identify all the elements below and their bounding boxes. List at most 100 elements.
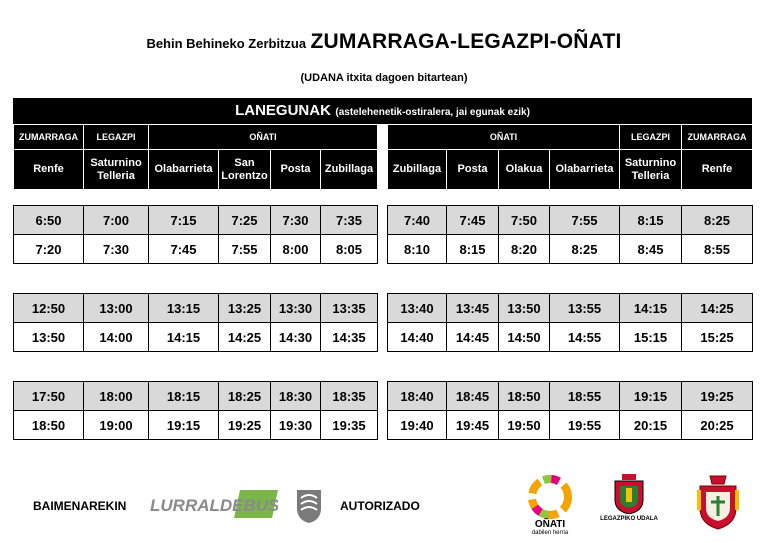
time-cell: 7:45: [148, 234, 219, 264]
time-cell: 12:50: [13, 293, 84, 323]
time-cell: 19:40: [387, 410, 447, 440]
time-cell: 7:35: [320, 205, 378, 235]
time-cell: 14:50: [498, 322, 550, 352]
onati-logo-text: OÑATI: [534, 519, 566, 530]
time-cell: 17:50: [13, 381, 84, 411]
stop-posta: Posta: [446, 149, 499, 190]
time-cell: 18:00: [83, 381, 149, 411]
time-cell: 18:15: [148, 381, 219, 411]
stop-posta: Posta: [270, 149, 321, 190]
town-legazpi: LEGAZPI: [83, 124, 149, 150]
stop-zubillaga: Zubillaga: [320, 149, 378, 190]
time-cell: 7:45: [446, 205, 499, 235]
time-cell: 13:35: [320, 293, 378, 323]
time-cell: 7:00: [83, 205, 149, 235]
time-cell: 6:50: [13, 205, 84, 235]
lurraldebus-wordmark: LURRALDEBUS: [150, 496, 278, 515]
time-cell: 14:55: [549, 322, 620, 352]
weekdays-bar: LANEGUNAK (astelehenetik-ostiralera, jai…: [13, 98, 752, 124]
time-cell: 7:20: [13, 234, 84, 264]
time-cell: 7:55: [218, 234, 271, 264]
time-cell: 8:00: [270, 234, 321, 264]
time-cell: 13:00: [83, 293, 149, 323]
time-cell: 20:15: [619, 410, 682, 440]
town-zumarraga: ZUMARRAGA: [681, 124, 753, 150]
weekdays-label: LANEGUNAK: [235, 102, 331, 119]
time-cell: 14:40: [387, 322, 447, 352]
time-cell: 14:25: [218, 322, 271, 352]
authorized-label-eu: BAIMENAREKIN: [33, 499, 127, 513]
stop-olabarrieta: Olabarrieta: [148, 149, 219, 190]
town-onati: OÑATI: [148, 124, 378, 150]
time-cell: 19:00: [83, 410, 149, 440]
time-cell: 8:20: [498, 234, 550, 264]
time-cell: 18:45: [446, 381, 499, 411]
time-cell: 7:15: [148, 205, 219, 235]
time-cell: 14:45: [446, 322, 499, 352]
stop-olakua: Olakua: [498, 149, 550, 190]
time-cell: 13:30: [270, 293, 321, 323]
time-cell: 8:25: [549, 234, 620, 264]
time-cell: 18:55: [549, 381, 620, 411]
stop-saturnino-telleria: Saturnino Telleria: [619, 149, 682, 190]
town-zumarraga: ZUMARRAGA: [13, 124, 84, 150]
time-cell: 13:15: [148, 293, 219, 323]
time-cell: 14:25: [681, 293, 753, 323]
stop-saturnino-telleria: Saturnino Telleria: [83, 149, 149, 190]
time-cell: 18:35: [320, 381, 378, 411]
title-route: ZUMARRAGA-LEGAZPI-OÑATI: [310, 30, 622, 53]
time-cell: 14:15: [619, 293, 682, 323]
time-cell: 13:55: [549, 293, 620, 323]
authorized-label-es: AUTORIZADO: [340, 499, 420, 513]
time-cell: 19:15: [619, 381, 682, 411]
time-cell: 7:55: [549, 205, 620, 235]
outbound-evening-block: 17:50 18:00 18:15 18:25 18:30 18:35 18:50 19:0…: [13, 381, 378, 440]
outbound-midday-block: 12:50 13:00 13:15 13:25 13:30 13:35 13:50 14:0…: [13, 293, 378, 352]
page-subtitle: (UDANA itxita dagoen bitartean): [300, 72, 468, 84]
time-cell: 19:55: [549, 410, 620, 440]
stop-renfe: Renfe: [681, 149, 753, 190]
time-cell: 19:35: [320, 410, 378, 440]
stop-renfe: Renfe: [13, 149, 84, 190]
time-cell: 14:15: [148, 322, 219, 352]
return-evening-block: 18:40 18:45 18:50 18:55 19:15 19:25 19:40 19:4…: [387, 381, 753, 440]
time-cell: 19:15: [148, 410, 219, 440]
return-header: OÑATI LEGAZPI ZUMARRAGA Zubillaga Posta …: [387, 124, 753, 190]
return-midday-block: 13:40 13:45 13:50 13:55 14:15 14:25 14:40 14:4…: [387, 293, 753, 352]
time-cell: 7:30: [83, 234, 149, 264]
time-cell: 7:25: [218, 205, 271, 235]
stop-zubillaga: Zubillaga: [387, 149, 447, 190]
weekdays-note: (astelehenetik-ostiralera, jai egunak ez…: [335, 107, 530, 118]
time-cell: 13:25: [218, 293, 271, 323]
time-cell: 18:50: [498, 381, 550, 411]
time-cell: 14:35: [320, 322, 378, 352]
onati-logo: [528, 475, 572, 519]
time-cell: 8:15: [446, 234, 499, 264]
time-cell: 8:05: [320, 234, 378, 264]
time-cell: 15:25: [681, 322, 753, 352]
legazpi-logo-text: LEGAZPIKO UDALA: [600, 516, 658, 522]
onati-logo-tagline: dabilen herria: [531, 530, 569, 536]
time-cell: 13:45: [446, 293, 499, 323]
time-cell: 20:25: [681, 410, 753, 440]
legazpi-coat-of-arms: [614, 474, 644, 514]
time-cell: 7:30: [270, 205, 321, 235]
time-cell: 7:50: [498, 205, 550, 235]
time-cell: 14:00: [83, 322, 149, 352]
zumarraga-coat-of-arms: [697, 475, 739, 530]
stop-olabarrieta: Olabarrieta: [549, 149, 620, 190]
time-cell: 18:30: [270, 381, 321, 411]
time-cell: 19:30: [270, 410, 321, 440]
outbound-header: ZUMARRAGA LEGAZPI OÑATI Renfe Saturnino T…: [13, 124, 378, 190]
town-onati: OÑATI: [387, 124, 620, 150]
time-cell: 14:30: [270, 322, 321, 352]
time-cell: 7:40: [387, 205, 447, 235]
time-cell: 13:50: [13, 322, 84, 352]
time-cell: 19:50: [498, 410, 550, 440]
page-title: Behin Behineko Zerbitzua ZUMARRAGA-LEGAZ…: [0, 30, 768, 54]
lurraldebus-logo: LURRALDEBUS: [150, 490, 278, 518]
return-morning-block: 7:40 7:45 7:50 7:55 8:15 8:25 8:10 8:15 8:20 8:2…: [387, 205, 753, 264]
time-cell: 13:40: [387, 293, 447, 323]
time-cell: 18:50: [13, 410, 84, 440]
time-cell: 18:40: [387, 381, 447, 411]
